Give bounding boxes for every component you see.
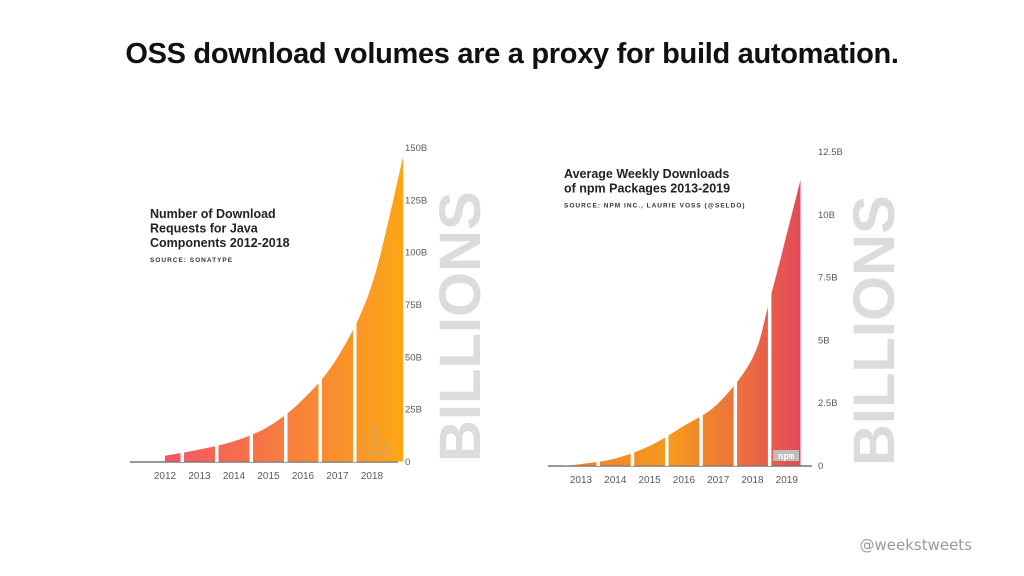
java-x-tick-label: 2017 xyxy=(326,471,349,482)
npm-x-tick-label: 2019 xyxy=(776,475,799,486)
slide-title: OSS download volumes are a proxy for bui… xyxy=(125,38,899,70)
npm-downloads-chart: 2013 2014 2015 2016 2017 2018 2019 0 2.5B 5B 7.5B 1… xyxy=(548,122,907,486)
npm-title-line: Average Weekly Downloads xyxy=(564,167,729,181)
npm-area xyxy=(563,179,801,466)
java-downloads-chart: 2012 2013 2014 2015 2016 2017 2018 0 25B 50B 75B 10… xyxy=(130,118,493,482)
npm-logo-icon: npm xyxy=(773,450,799,462)
npm-y-tick-label: 5B xyxy=(818,335,830,346)
java-y-tick-label: 50B xyxy=(405,352,422,363)
java-axis-side-label: BILLIONS xyxy=(428,191,493,462)
java-x-tick-label: 2012 xyxy=(154,471,177,482)
npm-y-tick-label: 10B xyxy=(818,210,835,221)
npm-logo-bg xyxy=(773,450,799,461)
twitter-handle: @weekstweets xyxy=(859,536,972,554)
java-steam xyxy=(370,425,381,445)
java-x-tick-label: 2013 xyxy=(188,471,211,482)
java-y-tick-label: 150B xyxy=(405,143,427,154)
java-cup-handle xyxy=(383,445,390,453)
npm-x-tick-label: 2018 xyxy=(741,475,764,486)
npm-x-tick-label: 2014 xyxy=(604,475,627,486)
npm-source: SOURCE: NPM INC., LAURIE VOSS (@SELDO) xyxy=(564,203,746,210)
java-y-tick-label: 100B xyxy=(405,248,427,259)
java-y-tick-label: 0 xyxy=(405,457,410,468)
npm-logo-text: npm xyxy=(778,452,795,462)
npm-y-tick-label: 12.5B xyxy=(818,147,843,158)
java-x-tick-label: 2014 xyxy=(223,471,246,482)
java-x-tick-label: 2015 xyxy=(257,471,280,482)
npm-x-tick-label: 2015 xyxy=(638,475,661,486)
npm-axis-side-label: BILLIONS xyxy=(842,195,907,466)
java-source: SOURCE: SONATYPE xyxy=(150,257,233,264)
java-title-line: Requests for Java xyxy=(150,222,259,236)
npm-area-mask xyxy=(558,122,807,466)
java-cup xyxy=(364,443,386,454)
java-x-tick-label: 2016 xyxy=(292,471,315,482)
java-y-tick-label: 125B xyxy=(405,195,427,206)
java-title-line: Components 2012-2018 xyxy=(150,236,290,250)
java-title-line: Number of Download xyxy=(150,207,276,221)
java-area xyxy=(165,156,404,462)
npm-title-line: of npm Packages 2013-2019 xyxy=(564,182,730,196)
npm-x-tick-label: 2017 xyxy=(707,475,730,486)
npm-x-tick-label: 2016 xyxy=(673,475,696,486)
npm-y-tick-label: 7.5B xyxy=(818,273,838,284)
java-x-tick-label: 2018 xyxy=(361,471,384,482)
java-y-tick-label: 25B xyxy=(405,405,422,416)
java-y-tick-label: 75B xyxy=(405,300,422,311)
npm-y-tick-label: 2.5B xyxy=(818,398,838,409)
npm-y-tick-label: 0 xyxy=(818,461,823,472)
java-area-mask xyxy=(160,118,410,456)
npm-x-tick-label: 2013 xyxy=(570,475,593,486)
java-logo-icon xyxy=(362,425,390,456)
